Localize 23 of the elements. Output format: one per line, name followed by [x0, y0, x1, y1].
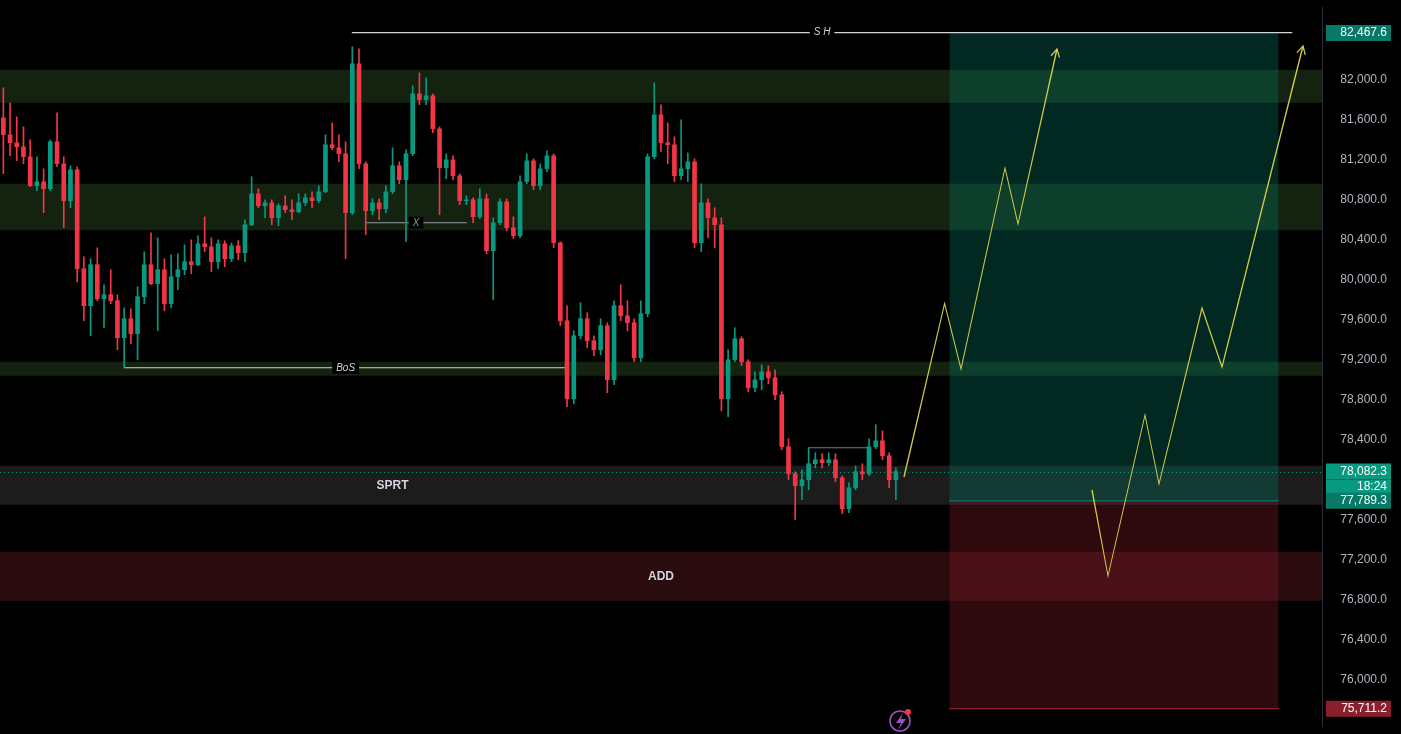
text: 18:24	[1356, 479, 1388, 494]
y-tick-label: 81,200.0	[1340, 152, 1388, 167]
y-tick-label: 82,000.0	[1340, 72, 1388, 87]
band-label: SPRT	[376, 477, 410, 492]
y-tick-label: 76,000.0	[1340, 672, 1388, 687]
y-tick-label: 77,600.0	[1340, 512, 1388, 527]
y-tick-label: 82,467.6	[1340, 25, 1388, 40]
y-tick-label: 79,600.0	[1340, 312, 1388, 327]
y-tick-label: 76,400.0	[1340, 632, 1388, 647]
y-tick-label: 79,200.0	[1340, 352, 1388, 367]
series-label: X	[411, 216, 420, 228]
y-tick-label: 77,200.0	[1340, 552, 1388, 567]
y-tick-label: 81,600.0	[1340, 112, 1388, 127]
band-label: ADD	[648, 568, 675, 583]
y-tick-label: 78,400.0	[1340, 432, 1388, 447]
y-tick-label: 76,800.0	[1340, 592, 1388, 607]
y-tick-label: 80,400.0	[1340, 232, 1388, 247]
y-tick-label: 78,800.0	[1340, 392, 1388, 407]
y-tick-label: 80,800.0	[1340, 192, 1388, 207]
y-tick-label: 80,000.0	[1340, 272, 1388, 287]
y-tick-label: 77,789.3	[1340, 493, 1388, 508]
y-tick-label: 75,711.2	[1341, 700, 1388, 715]
ref-line-label: 78,082.3	[1340, 464, 1388, 479]
